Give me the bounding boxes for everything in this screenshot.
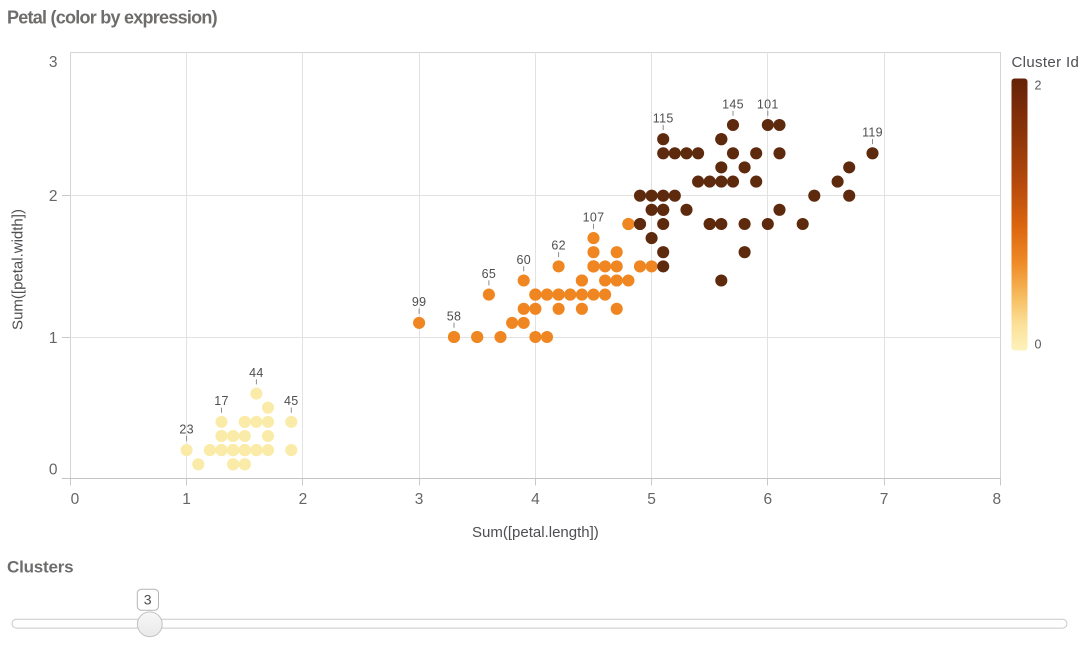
svg-text:2: 2 [49,188,58,205]
svg-text:Clusters: Clusters [7,558,73,577]
svg-text:Sum([petal.length]): Sum([petal.length]) [472,524,599,541]
svg-text:0: 0 [1035,338,1042,352]
svg-text:145: 145 [722,97,744,111]
svg-text:6: 6 [763,491,772,508]
svg-text:0: 0 [49,462,58,479]
svg-text:3: 3 [49,54,58,71]
svg-text:Petal (color by expression): Petal (color by expression) [7,7,218,27]
svg-text:23: 23 [179,422,194,436]
svg-text:99: 99 [412,295,427,309]
svg-text:60: 60 [516,253,531,267]
svg-text:1: 1 [182,491,191,508]
svg-text:107: 107 [583,210,605,224]
svg-text:45: 45 [284,394,299,408]
svg-text:17: 17 [214,394,229,408]
svg-text:3: 3 [415,491,424,508]
svg-text:Cluster Id: Cluster Id [1012,54,1080,71]
svg-text:119: 119 [862,126,883,140]
svg-text:58: 58 [447,309,462,323]
svg-text:2: 2 [299,491,308,508]
svg-text:0: 0 [71,491,80,508]
svg-text:115: 115 [653,112,674,126]
svg-text:44: 44 [249,366,264,380]
svg-text:2: 2 [1035,79,1042,93]
svg-text:62: 62 [551,239,566,253]
svg-text:1: 1 [49,330,58,347]
svg-text:65: 65 [482,267,497,281]
svg-text:8: 8 [992,491,1001,508]
svg-text:7: 7 [880,491,889,508]
svg-text:Sum([petal.width]): Sum([petal.width]) [9,209,26,330]
svg-text:101: 101 [757,97,779,111]
svg-text:5: 5 [647,491,656,508]
svg-text:3: 3 [144,591,152,607]
svg-text:4: 4 [531,491,540,508]
